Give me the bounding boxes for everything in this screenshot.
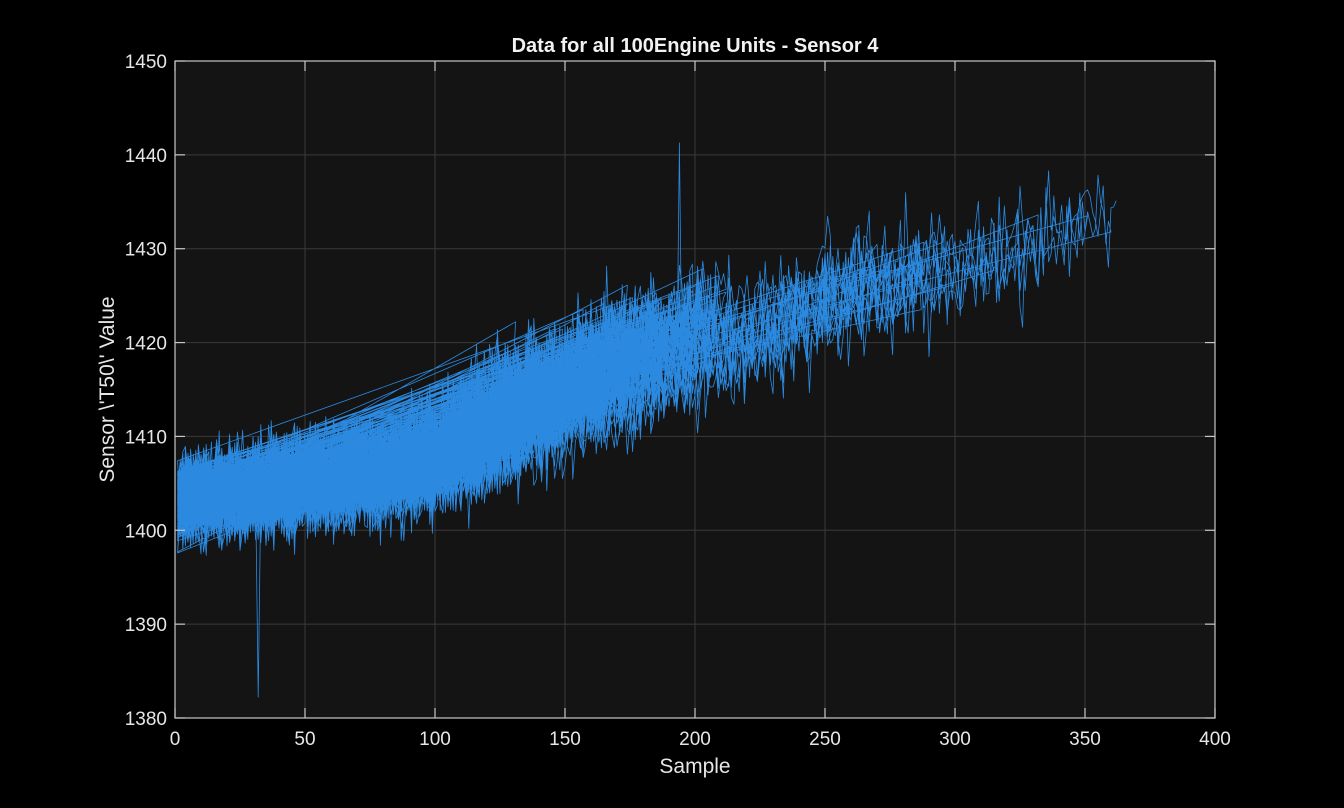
series-extreme-min <box>255 493 262 698</box>
y-tick-label: 1420 <box>125 334 167 355</box>
y-tick-label: 1450 <box>125 52 167 73</box>
x-tick-label: 300 <box>939 729 971 750</box>
x-tick-label: 0 <box>170 729 181 750</box>
series-extreme-max <box>676 142 683 377</box>
y-tick-label: 1400 <box>125 521 167 542</box>
x-tick-label: 250 <box>809 729 841 750</box>
x-tick-label: 350 <box>1069 729 1101 750</box>
chart-title: Data for all 100Engine Units - Sensor 4 <box>512 35 880 57</box>
series-group <box>177 142 1117 698</box>
y-tick-label: 1430 <box>125 240 167 261</box>
y-tick-label: 1410 <box>125 427 167 448</box>
ticks: 0 50 100 150 200 250 300 350 400 1380 1390 1400 1410… <box>125 52 1231 750</box>
y-axis-label: Sensor \'T50\' Value <box>96 296 119 482</box>
y-tick-label: 1440 <box>125 146 167 167</box>
y-tick-label: 1380 <box>125 709 167 730</box>
x-axis-label: Sample <box>659 755 730 778</box>
y-tick-label: 1390 <box>125 615 167 636</box>
x-tick-label: 150 <box>549 729 581 750</box>
x-tick-label: 200 <box>679 729 711 750</box>
x-tick-label: 100 <box>419 729 451 750</box>
series-line-engine-units <box>177 170 1117 556</box>
x-tick-label: 50 <box>294 729 315 750</box>
x-tick-label: 400 <box>1199 729 1231 750</box>
